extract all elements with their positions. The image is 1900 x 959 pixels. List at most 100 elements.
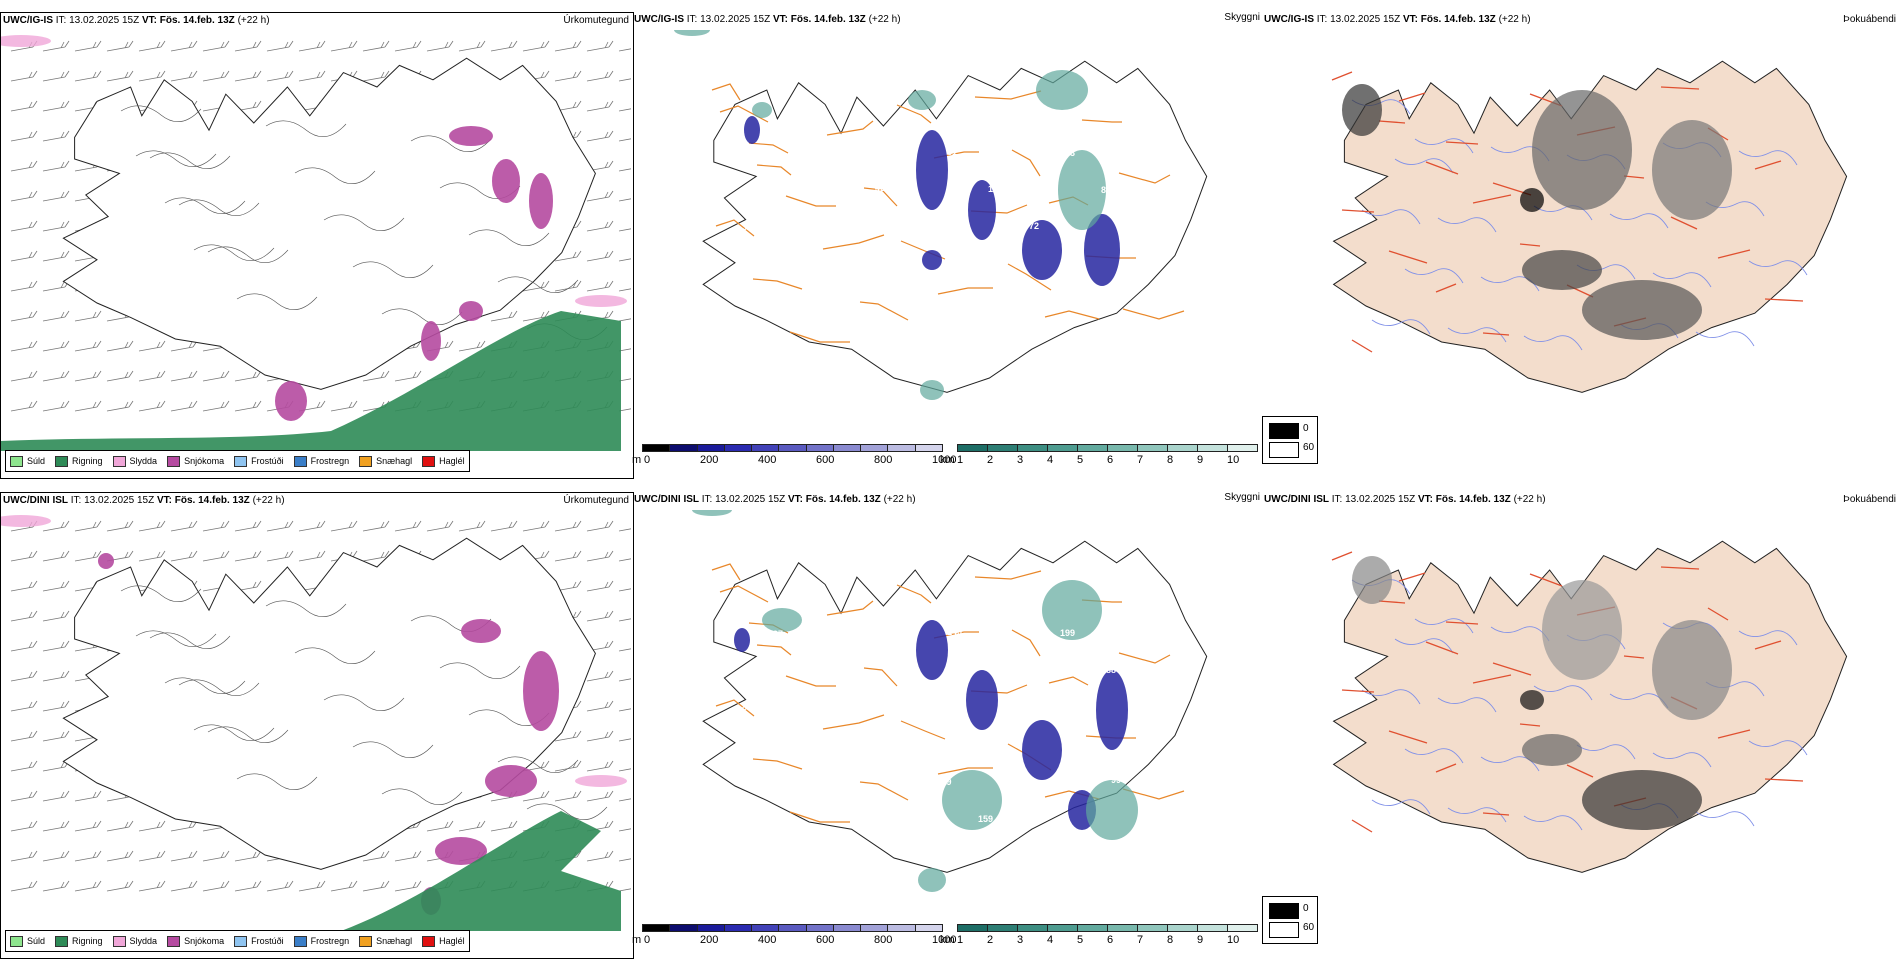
- wind-barb: [10, 190, 38, 202]
- cloud-base-label: 290: [937, 297, 952, 307]
- snow-area: [529, 173, 553, 229]
- panel-title-fog: Þokuábendi: [1843, 14, 1896, 25]
- precip-legend-label: Slydda: [129, 936, 158, 946]
- terrain-contour: [193, 724, 275, 741]
- terrain-contour: [149, 632, 231, 649]
- wind-barb: [106, 880, 134, 892]
- fog-legend-label-0: 0: [1303, 423, 1309, 434]
- wind-barb: [362, 40, 390, 52]
- road-line: [752, 758, 803, 770]
- visibility-tick-label: 2: [987, 454, 994, 466]
- fog-indicator-area: [1352, 556, 1392, 604]
- wind-barb: [74, 340, 102, 352]
- river-line: [1437, 697, 1497, 713]
- wind-barb: [10, 760, 38, 772]
- wind-barb: [138, 820, 166, 832]
- wind-barb: [138, 400, 166, 412]
- wind-barb: [74, 820, 102, 832]
- wind-barb: [10, 130, 38, 142]
- visibility-colorbar: 1 2 3 4 5 6 7 8 9 10: [957, 444, 1258, 468]
- model-name: UWC/DINI ISL: [1264, 494, 1329, 505]
- visibility-tick-label: 8: [1167, 454, 1174, 466]
- wind-barb: [170, 820, 198, 832]
- terrain-contour: [265, 600, 347, 617]
- road-line: [1660, 86, 1700, 90]
- low-visibility-area: [942, 770, 1002, 830]
- wind-barb: [586, 550, 614, 562]
- wind-barb: [618, 648, 631, 652]
- wind-barb: [554, 40, 582, 52]
- river-line: [1437, 217, 1497, 233]
- snow-area: [523, 651, 559, 731]
- river-line: [1533, 205, 1593, 221]
- road-line: [715, 219, 755, 237]
- wind-barb: [42, 190, 70, 202]
- terrain-contour: [294, 167, 376, 184]
- sleet-area: [1, 35, 51, 47]
- terrain-contour: [135, 630, 217, 647]
- iceland-coastline: [62, 537, 596, 870]
- precip-legend-label: Súld: [27, 936, 46, 946]
- road-line: [711, 83, 741, 101]
- ceiling-colorbar-segment: [887, 924, 916, 932]
- wind-barb: [458, 340, 486, 352]
- fog-legend-label-60: 60: [1303, 442, 1315, 453]
- wind-barb: [42, 730, 70, 742]
- river-line: [1523, 815, 1583, 831]
- it-value: 13.02.2025 15Z: [715, 494, 786, 505]
- fog-indicator-area: [1522, 734, 1582, 766]
- wind-barb: [618, 78, 631, 82]
- terrain-contour: [323, 214, 405, 231]
- wind-barb: [42, 700, 70, 712]
- vt-label: VT:: [141, 15, 157, 26]
- precip-legend-item: Súld: [10, 455, 45, 467]
- it-label: IT:: [701, 494, 713, 505]
- cloud-base-label: 205: [752, 812, 767, 822]
- cloud-base-label: 203: [978, 334, 993, 344]
- precip-legend-item: Frostúði: [234, 455, 284, 467]
- wind-barb: [106, 370, 134, 382]
- precip-legend-label: Frostregn: [310, 936, 350, 946]
- ceiling-tick-label: 200: [700, 454, 719, 466]
- precip-legend-item: Snjókoma: [167, 455, 224, 467]
- low-visibility-area: [1086, 780, 1138, 840]
- cloud-base-label: 87: [752, 332, 762, 342]
- river-line: [1533, 685, 1593, 701]
- terrain-contour: [135, 150, 217, 167]
- wind-barb: [362, 550, 390, 562]
- ceiling-colorbar-segment: [778, 444, 807, 452]
- ceiling-tick-label: 400: [758, 934, 777, 946]
- river-line: [1361, 209, 1421, 225]
- wind-barb: [42, 400, 70, 412]
- wind-barb: [42, 310, 70, 322]
- wind-barb: [10, 370, 38, 382]
- wind-barb: [10, 850, 38, 862]
- wind-barb: [362, 880, 390, 892]
- wind-barb: [106, 70, 134, 82]
- fog-indicator-area: [1652, 120, 1732, 220]
- road-line: [719, 585, 769, 603]
- cloud-base-label: 202: [834, 146, 849, 156]
- snow-area: [98, 553, 114, 569]
- precip-legend-swatch: [422, 455, 436, 467]
- ceiling-colorbar-segment: [642, 444, 671, 452]
- cloud-base-label: 73: [1070, 258, 1080, 268]
- wind-barb: [618, 708, 631, 712]
- wind-barb: [586, 520, 614, 532]
- fog-indicator-area: [1522, 250, 1602, 290]
- wind-barb: [10, 550, 38, 562]
- visibility-tick-label: 4: [1047, 454, 1054, 466]
- vt-label: VT:: [1402, 14, 1418, 25]
- panel-title-precip: Úrkomutegund: [563, 495, 629, 506]
- road-line: [1482, 332, 1510, 336]
- sleet-area: [575, 775, 627, 787]
- cloud-base-label: 81: [947, 147, 957, 157]
- wind-barb: [234, 70, 262, 82]
- low-visibility-area: [692, 510, 732, 516]
- river-line: [1480, 756, 1540, 772]
- wind-barb: [106, 400, 134, 412]
- wind-barb: [522, 790, 550, 802]
- ceiling-tick-label: 1000: [932, 934, 957, 946]
- iceland-coastline: [702, 60, 1208, 393]
- wind-barb: [202, 70, 230, 82]
